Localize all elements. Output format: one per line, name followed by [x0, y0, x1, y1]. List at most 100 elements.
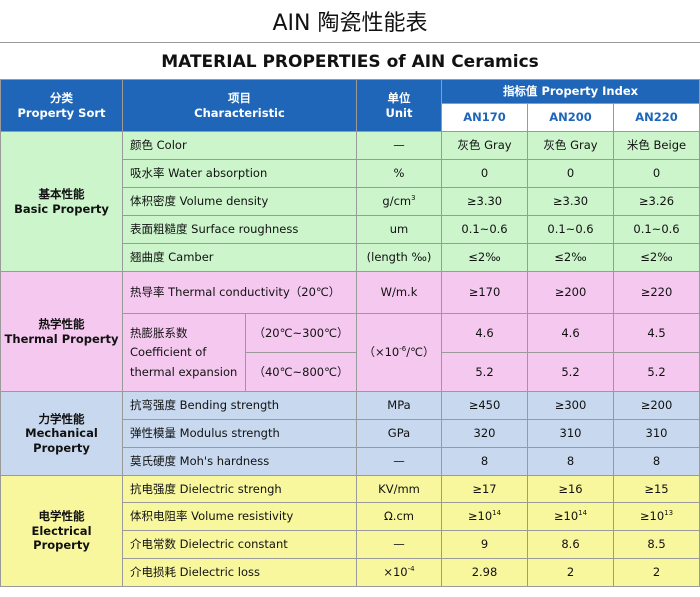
value-text: ≥10: [553, 509, 579, 524]
value-cell: ≥1014: [441, 502, 528, 531]
value-cell: ≥220: [613, 271, 700, 314]
value-superscript: 14: [492, 509, 502, 518]
value-cell: ≥300: [527, 391, 614, 420]
row-unit: KV/mm: [356, 475, 442, 503]
table-row: 弹性模量 Modulus strength GPa 320 310 310: [1, 419, 700, 448]
header-sort-en: Property Sort: [17, 105, 106, 120]
value-cell: 8.5: [613, 530, 700, 559]
group-thermal: 热学性能 Thermal Property: [0, 271, 123, 392]
value-cell: ≥170: [441, 271, 528, 314]
value-cell: ≥3.26: [613, 187, 700, 216]
row-unit: %: [356, 159, 442, 188]
value-cell: ≥200: [613, 391, 700, 420]
table-row: 体积密度 Volume density g/cm3 ≥3.30 ≥3.30 ≥3…: [1, 187, 700, 216]
group-thermal-en: Thermal Property: [4, 331, 119, 346]
table-row: 介电损耗 Dielectric loss ×10-4 2.98 2 2: [1, 558, 700, 587]
header-unit-en: Unit: [385, 105, 413, 120]
unit-superscript: -6: [399, 345, 407, 354]
value-cell: ≥3.30: [527, 187, 614, 216]
group-mechanical-cn: 力学性能: [38, 411, 85, 426]
header-unit-cn: 单位: [387, 91, 411, 106]
value-cell: 8: [527, 447, 614, 476]
unit-superscript: 3: [411, 194, 416, 203]
value-text: ≥10: [467, 509, 493, 524]
header-grade-an200: AN200: [527, 103, 614, 132]
value-cell: 灰色 Gray: [527, 131, 614, 160]
value-cell: ≤2‰: [441, 243, 528, 272]
table-row: 表面粗糙度 Surface roughness um 0.1~0.6 0.1~0…: [1, 215, 700, 244]
group-electrical: 电学性能 Electrical Property: [0, 475, 123, 587]
table-row: 莫氏硬度 Moh's hardness — 8 8 8: [1, 447, 700, 476]
value-cell: 310: [613, 419, 700, 448]
row-label: 体积电阻率 Volume resistivity: [122, 502, 357, 531]
value-cell: ≥200: [527, 271, 614, 314]
unit-text: ×10: [383, 565, 408, 580]
group-mechanical-en2: Property: [33, 440, 90, 455]
table-row: 力学性能 Mechanical Property 抗弯强度 Bending st…: [0, 391, 700, 476]
row-label: 热导率 Thermal conductivity（20℃）: [122, 271, 357, 314]
value-cell: 8: [613, 447, 700, 476]
value-cell: ≤2‰: [613, 243, 700, 272]
row-label: 抗弯强度 Bending strength: [122, 391, 357, 420]
range-label: （40℃~800℃）: [245, 352, 357, 392]
table-row: 体积电阻率 Volume resistivity Ω.cm ≥1014 ≥101…: [1, 502, 700, 531]
table-row: （40℃~800℃） 5.2 5.2 5.2: [1, 352, 700, 392]
value-cell: 5.2: [613, 352, 700, 392]
header-characteristic: 项目 Characteristic: [122, 79, 357, 132]
unit-text: g/cm: [382, 194, 412, 209]
row-unit: （×10-6/℃）: [356, 313, 442, 392]
unit-text: /℃）: [406, 345, 435, 360]
row-unit: —: [356, 131, 442, 160]
group-mechanical-en1: Mechanical: [25, 426, 98, 441]
group-electrical-cn: 电学性能: [38, 509, 85, 524]
table-row: 热学性能 Thermal Property 热导率 Thermal conduc…: [0, 271, 700, 392]
value-cell: ≥1014: [527, 502, 614, 531]
row-label: 介电损耗 Dielectric loss: [122, 558, 357, 587]
expansion-name-en2: thermal expansion: [130, 364, 238, 379]
header-char-cn: 项目: [228, 91, 251, 106]
value-superscript: 14: [578, 509, 588, 518]
value-cell: 8.6: [527, 530, 614, 559]
row-unit: —: [356, 530, 442, 559]
header-char-en: Characteristic: [194, 105, 285, 120]
value-cell: 4.5: [613, 313, 700, 353]
page-title-en: MATERIAL PROPERTIES of AIN Ceramics: [0, 42, 700, 80]
value-cell: 0.1~0.6: [527, 215, 614, 244]
row-label: 抗电强度 Dielectric strengh: [122, 475, 357, 503]
value-cell: 0.1~0.6: [613, 215, 700, 244]
group-thermal-cn: 热学性能: [38, 317, 85, 332]
group-electrical-en1: Electrical: [31, 523, 92, 538]
row-label: 翘曲度 Camber: [122, 243, 357, 272]
header-sort-cn: 分类: [50, 91, 73, 106]
value-cell: 5.2: [527, 352, 614, 392]
value-cell: 310: [527, 419, 614, 448]
value-cell: 9: [441, 530, 528, 559]
value-superscript: 13: [664, 509, 674, 518]
value-cell: 2: [613, 558, 700, 587]
row-label: 体积密度 Volume density: [122, 187, 357, 216]
value-cell: 0: [527, 159, 614, 188]
row-unit: g/cm3: [356, 187, 442, 216]
value-cell: 320: [441, 419, 528, 448]
row-label: 颜色 Color: [122, 131, 357, 160]
value-cell: 0: [613, 159, 700, 188]
group-basic: 基本性能 Basic Property: [0, 131, 123, 272]
table-row: 热膨胀系数 Coefficient of thermal expansion （…: [1, 313, 700, 392]
value-cell: 2.98: [441, 558, 528, 587]
table-row: 翘曲度 Camber (length ‰) ≤2‰ ≤2‰ ≤2‰: [1, 243, 700, 272]
header-property-index: 指标值 Property Index: [441, 79, 700, 104]
value-text: ≥10: [639, 509, 665, 524]
value-cell: ≥450: [441, 391, 528, 420]
row-label: 介电常数 Dielectric constant: [122, 530, 357, 559]
table-row: 基本性能 Basic Property 颜色 Color — 灰色 Gray 灰…: [0, 131, 700, 272]
value-cell: 8: [441, 447, 528, 476]
row-unit: W/m.k: [356, 271, 442, 314]
group-mechanical: 力学性能 Mechanical Property: [0, 391, 123, 476]
value-cell: ≥1013: [613, 502, 700, 531]
group-basic-en: Basic Property: [14, 201, 109, 216]
value-cell: 2: [527, 558, 614, 587]
row-unit: GPa: [356, 419, 442, 448]
header-grade-an170: AN170: [441, 103, 528, 132]
row-unit: Ω.cm: [356, 502, 442, 531]
value-cell: 0: [441, 159, 528, 188]
